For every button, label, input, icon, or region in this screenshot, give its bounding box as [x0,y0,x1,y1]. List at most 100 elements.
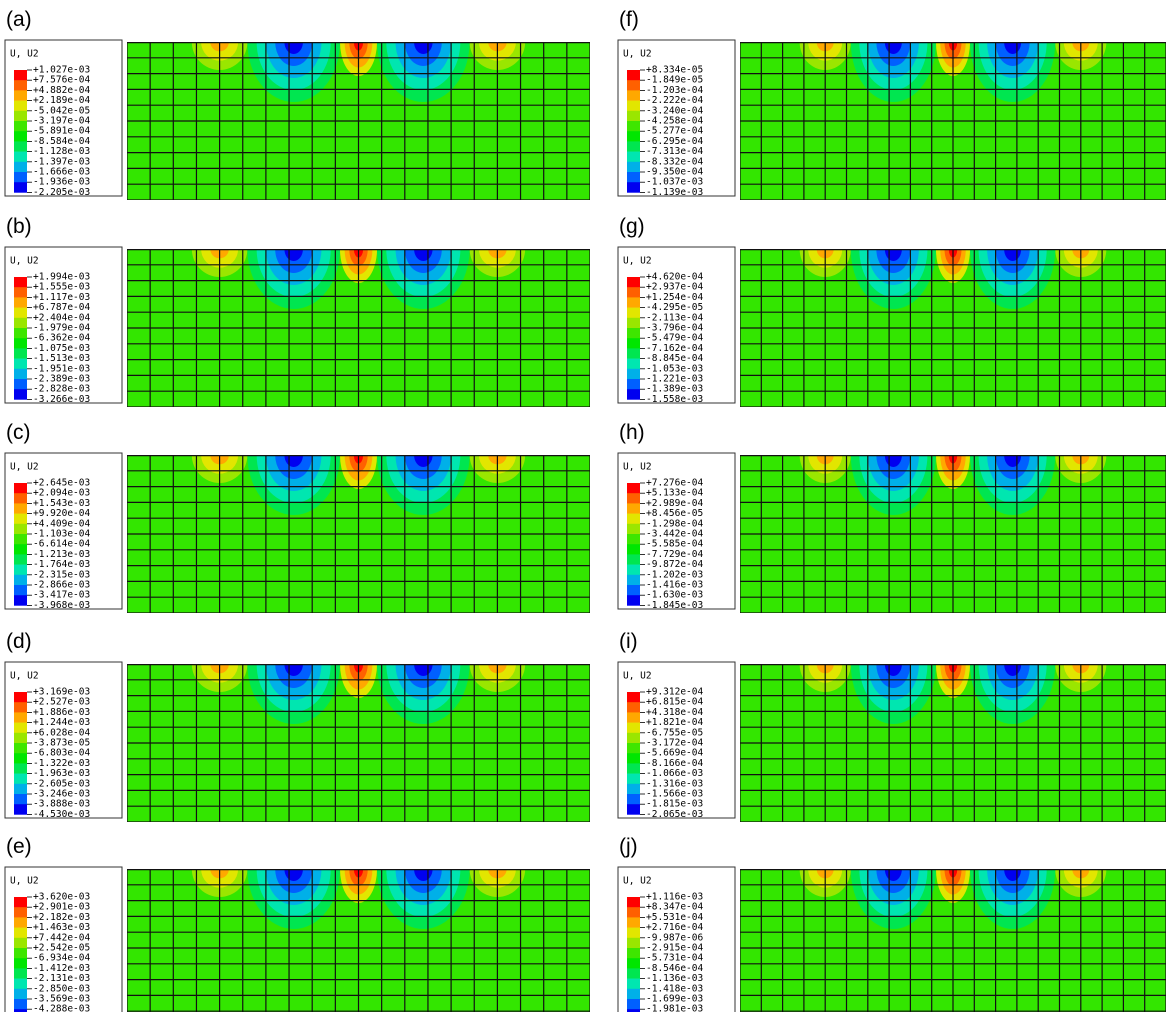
legend-swatch [627,733,640,744]
legend-title: U, U2 [623,876,652,887]
panel: (e)U, U2+3.620e-03+2.901e-03+2.182e-03+1… [5,809,590,1012]
legend-swatch [627,979,640,990]
legend-swatch [14,338,27,349]
mesh [740,604,1166,822]
legend-swatch [14,794,27,805]
legend-swatch [14,277,27,288]
mesh [127,189,590,407]
legend-value: -1.139e-03 [646,187,703,198]
legend-swatch [627,989,640,1000]
legend-swatch [627,565,640,576]
legend-swatch [627,723,640,734]
legend-swatch [627,544,640,555]
legend-swatch [627,804,640,815]
legend-swatch [627,692,640,703]
legend-swatch [627,80,640,91]
legend-swatch [627,763,640,774]
legend-swatch [14,702,27,713]
legend-swatch [14,493,27,504]
legend-title: U, U2 [10,876,39,887]
legend-swatch [14,692,27,703]
legend-swatch [14,389,27,400]
legend-swatch [14,141,27,152]
legend-swatch [14,379,27,390]
mesh [127,604,590,822]
legend-swatch [14,595,27,606]
legend-title: U, U2 [10,49,39,60]
legend-swatch [14,928,27,939]
legend-swatch [627,968,640,979]
legend-swatch [627,287,640,298]
legend-swatch [627,794,640,805]
legend-value: -1.558e-03 [646,394,703,405]
legend-swatch [627,554,640,565]
panel-label: (f) [619,8,639,31]
legend-swatch [14,554,27,565]
legend-swatch [627,702,640,713]
legend-value: -4.530e-03 [33,809,90,820]
panel-label: (b) [6,215,32,238]
legend-swatch [627,928,640,939]
panel-label: (g) [619,215,645,238]
legend-swatch [14,182,27,193]
legend-swatch [627,141,640,152]
panel: (f)U, U2+8.334e-05-1.849e-05-1.203e-04-2… [618,0,1166,200]
legend-title: U, U2 [10,256,39,267]
legend-swatch [627,493,640,504]
legend-swatch [627,389,640,400]
legend-swatch [14,121,27,132]
legend-value: -2.065e-03 [646,809,703,820]
legend-title: U, U2 [623,49,652,60]
panel: (a)U, U2+1.027e-03+7.576e-04+4.882e-04+2… [5,0,590,200]
legend-swatch [627,111,640,122]
legend-swatch [627,172,640,183]
legend-swatch [627,503,640,514]
legend-value: -3.968e-03 [33,600,90,611]
legend-swatch [14,907,27,918]
legend-swatch [627,743,640,754]
figure: (a)U, U2+1.027e-03+7.576e-04+4.882e-04+2… [0,0,1166,1012]
legend-swatch [627,318,640,329]
legend-swatch [14,297,27,308]
panel: (g)U, U2+4.620e-04+2.937e-04+1.254e-04-4… [618,189,1166,407]
legend-swatch [14,534,27,545]
legend-swatch [627,182,640,193]
legend-swatch [14,80,27,91]
legend-swatch [627,308,640,319]
legend-swatch [627,379,640,390]
legend-swatch [14,90,27,101]
legend-swatch [627,101,640,112]
legend-swatch [14,733,27,744]
legend-value: -4.288e-03 [33,1004,90,1012]
legend-swatch [627,277,640,288]
legend-swatch [627,958,640,969]
mesh [127,395,590,613]
legend-swatch [14,544,27,555]
legend-swatch [14,172,27,183]
legend-swatch [14,989,27,1000]
legend-title: U, U2 [623,462,652,473]
legend-swatch [627,348,640,359]
legend-value: -1.981e-03 [646,1004,703,1012]
legend-swatch [627,999,640,1010]
legend-swatch [627,483,640,494]
panel-label: (d) [6,630,32,653]
legend-swatch [627,784,640,795]
legend-swatch [627,575,640,586]
legend-swatch [14,743,27,754]
legend-swatch [627,948,640,959]
legend-swatch [14,999,27,1010]
legend-swatch [627,359,640,370]
legend-swatch [14,753,27,764]
legend-swatch [14,152,27,163]
legend-swatch [14,483,27,494]
legend-swatch [627,162,640,173]
legend-title: U, U2 [623,671,652,682]
legend-value: -3.266e-03 [33,394,90,405]
legend-swatch [627,121,640,132]
legend-swatch [627,369,640,380]
legend-swatch [14,131,27,142]
panel: (d)U, U2+3.169e-03+2.527e-03+1.886e-03+1… [5,604,590,822]
legend-swatch [627,595,640,606]
legend-title: U, U2 [10,671,39,682]
